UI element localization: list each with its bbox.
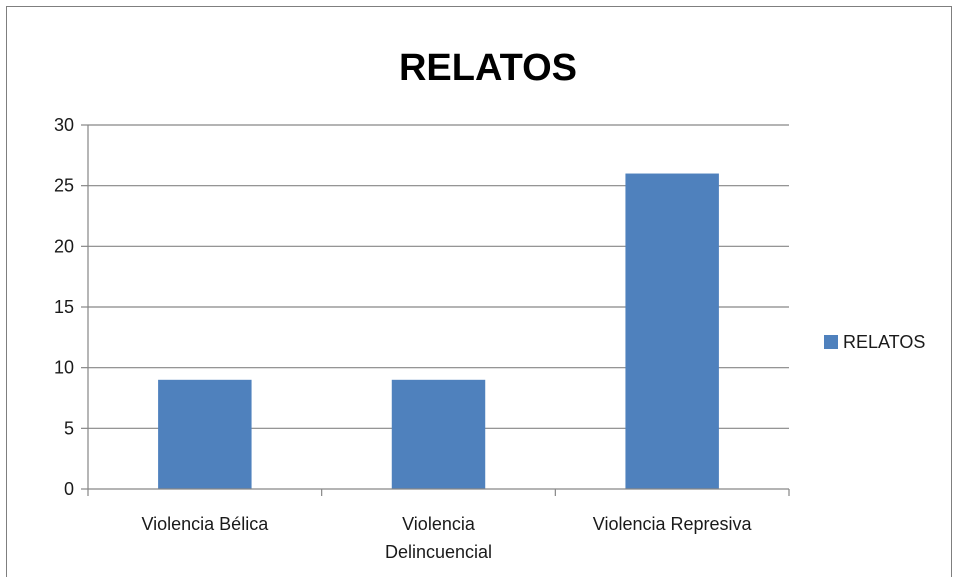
axes [81,124,790,496]
legend-label: RELATOS [843,332,925,352]
bar [625,173,719,490]
x-category-label: Violencia [402,514,476,534]
bars [158,173,719,490]
legend: RELATOS [824,332,925,352]
y-tick-label: 30 [54,115,74,135]
y-tick-label: 0 [64,479,74,499]
bar [391,379,486,489]
x-category-label: Violencia Bélica [141,514,269,534]
y-tick-labels: 0 5 10 15 20 25 30 [54,115,74,499]
legend-swatch [824,335,838,349]
y-tick-label: 20 [54,236,74,256]
y-tick-label: 25 [54,176,74,196]
y-tick-label: 10 [54,358,74,378]
y-tick-label: 15 [54,297,74,317]
x-category-labels: Violencia Bélica Violencia Delincuencial Vi… [141,514,752,562]
x-category-label: Delincuencial [385,542,492,562]
bar [158,379,252,489]
y-tick-label: 5 [64,418,74,438]
x-category-label: Violencia Represiva [593,514,753,534]
chart-title: RELATOS [399,47,577,89]
